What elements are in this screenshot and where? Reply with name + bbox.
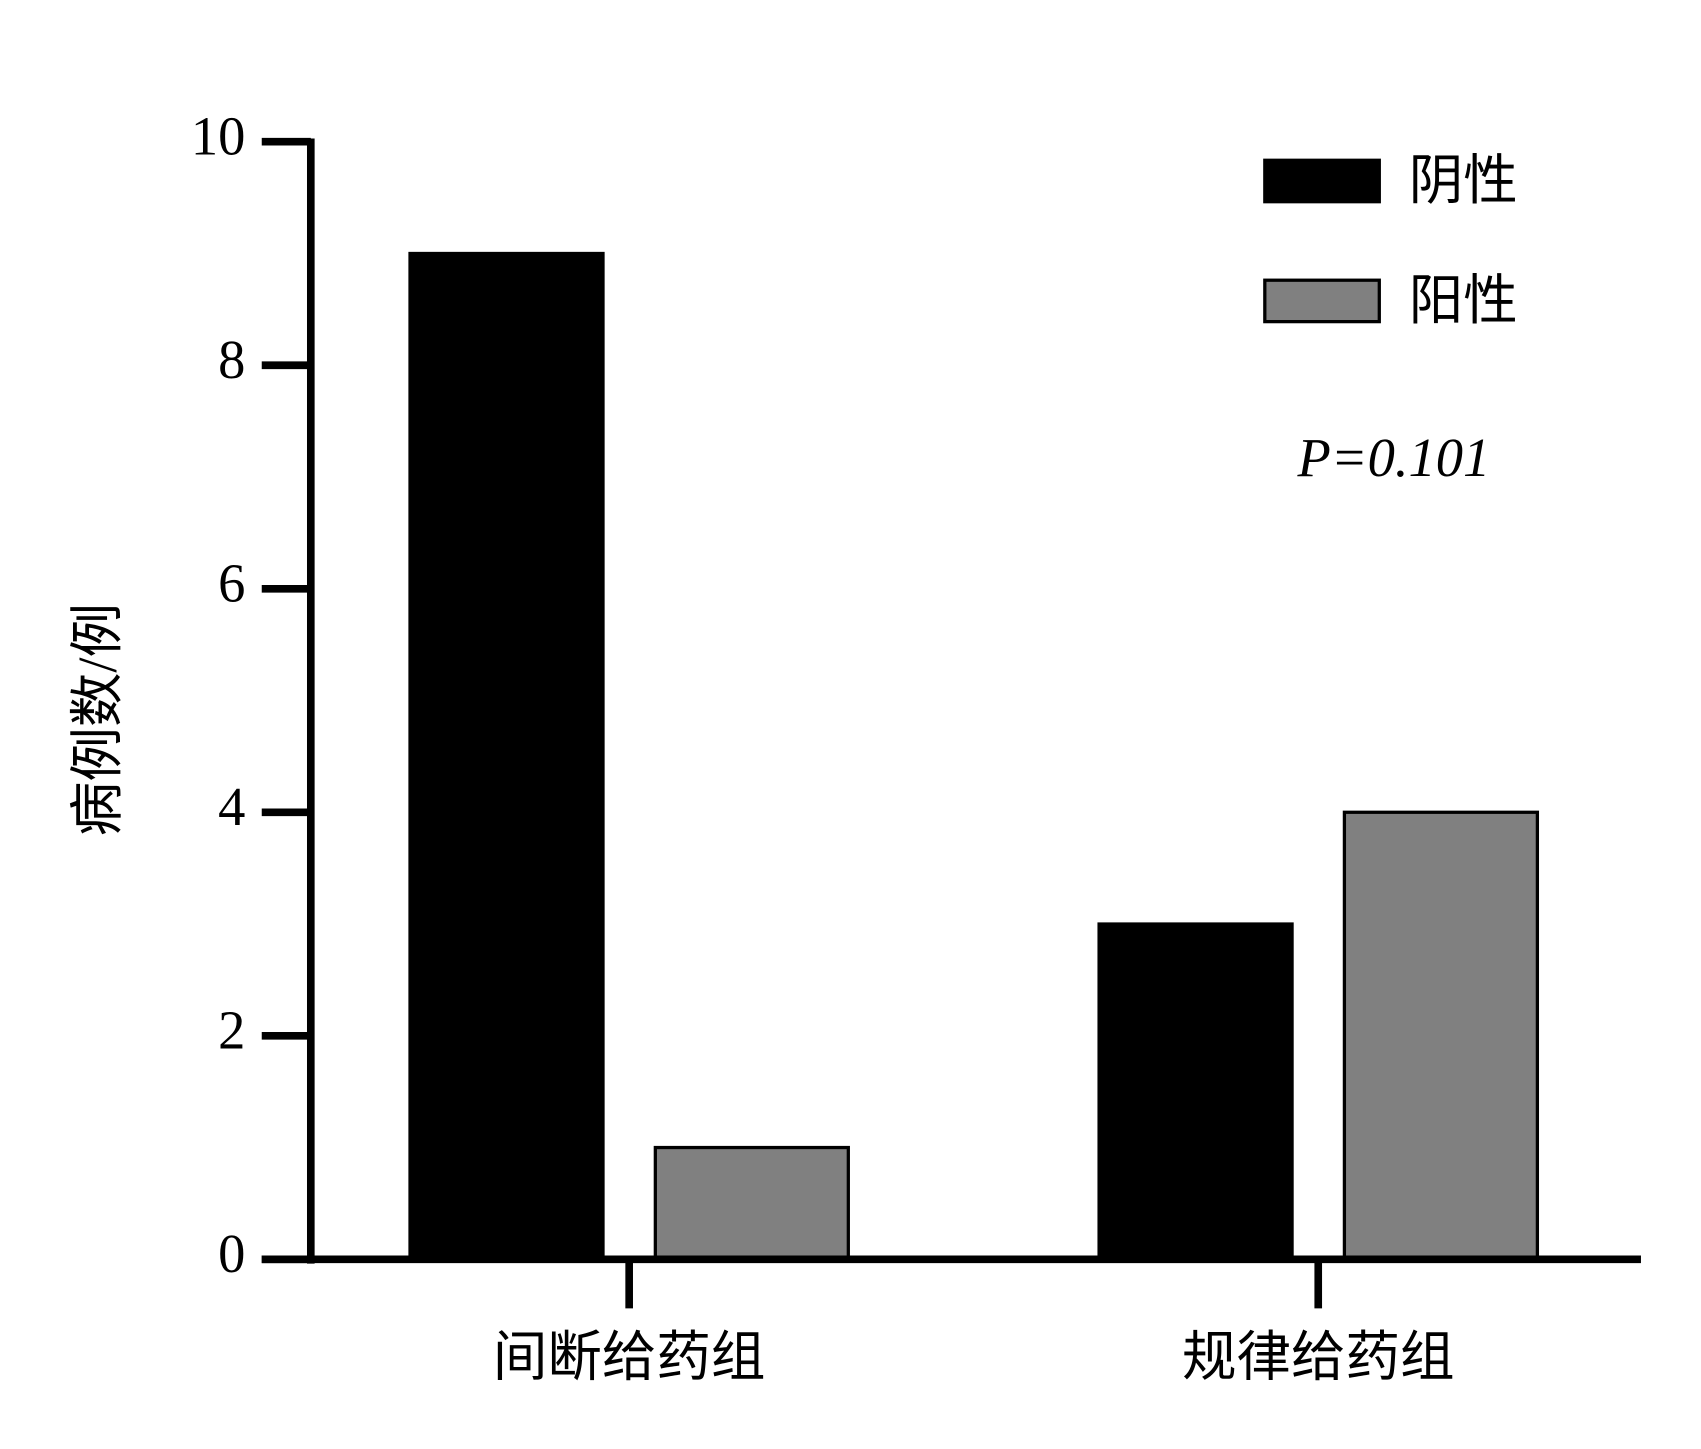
y-tick-label: 6 [218, 552, 245, 613]
bar [1342, 810, 1540, 1261]
y-tick-label: 2 [218, 999, 245, 1060]
x-tick-label: 间断给药组 [493, 1326, 766, 1387]
bar [653, 1145, 850, 1261]
y-tick-label: 0 [218, 1223, 245, 1284]
bar [408, 251, 605, 1261]
x-tick-label: 规律给药组 [1182, 1326, 1455, 1387]
legend-swatch [1263, 278, 1381, 324]
y-tick-label: 10 [191, 105, 246, 166]
legend-label: 阴性 [1409, 150, 1518, 211]
y-axis-label: 病例数/例 [67, 603, 128, 836]
bar [1097, 922, 1294, 1261]
y-tick-label: 4 [218, 776, 245, 837]
annotation: P=0.101 [1297, 427, 1491, 488]
y-tick-label: 8 [218, 329, 245, 390]
legend-swatch [1263, 158, 1381, 204]
legend-label: 阳性 [1409, 270, 1518, 331]
